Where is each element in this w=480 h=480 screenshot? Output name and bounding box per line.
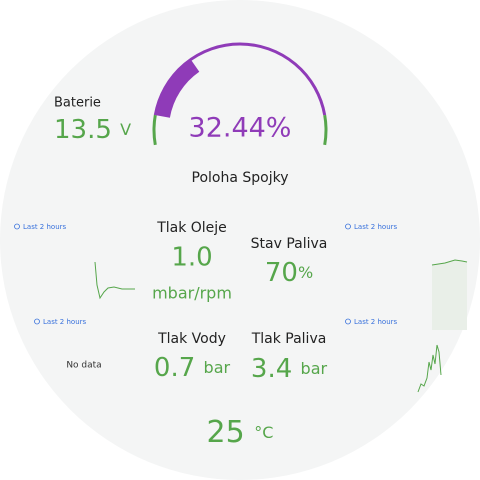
value: 3.4	[251, 354, 292, 384]
unit: %	[298, 263, 313, 282]
stat-value: 0.7 bar	[154, 353, 231, 383]
stat-value: 3.4 bar	[251, 354, 328, 384]
stat-value: 70%	[265, 258, 313, 288]
time-range: Last 2 hours	[43, 318, 87, 326]
value: 0.7	[154, 353, 195, 383]
stat-value: 13.5 V	[54, 115, 131, 145]
stat-unit: mbar/rpm	[152, 284, 232, 303]
stat-label: Baterie	[54, 96, 101, 111]
unit: °C	[254, 423, 273, 442]
sparkline-area	[432, 260, 467, 330]
stat-label: Tlak Vody	[157, 331, 226, 347]
stat-label: Stav Paliva	[251, 236, 328, 252]
sparkline	[417, 344, 442, 393]
unit: V	[120, 120, 131, 139]
stat-value: 25 °C	[207, 415, 274, 450]
clock-icon	[345, 223, 351, 230]
stat-label: Tlak Paliva	[251, 331, 327, 347]
clock-icon	[14, 223, 20, 230]
sparkline	[94, 261, 135, 300]
unit: bar	[301, 359, 328, 378]
sparkline-panel: Last 2 hours	[345, 223, 468, 330]
clock-icon	[34, 318, 40, 325]
sparkline-panel: Last 2 hours No data	[34, 318, 102, 371]
gauge-value: 32.44%	[189, 113, 292, 144]
stat-value: 1.0	[171, 243, 212, 273]
sparkline-panel: Last 2 hours	[345, 318, 442, 393]
sparkline-panel: Last 2 hours	[14, 223, 135, 300]
time-range: Last 2 hours	[23, 223, 67, 231]
time-range: Last 2 hours	[354, 318, 398, 326]
gauge-label: Poloha Spojky	[192, 170, 289, 186]
gauge-threshold	[323, 114, 328, 146]
gauge-fill	[156, 60, 200, 118]
value: 25	[207, 415, 245, 450]
time-range: Last 2 hours	[354, 223, 398, 231]
value: 70	[265, 258, 298, 288]
sparkline	[431, 259, 468, 266]
clock-icon	[345, 318, 351, 325]
no-data: No data	[66, 361, 101, 371]
gauge-threshold	[152, 114, 157, 146]
unit: bar	[204, 358, 231, 377]
gauge-track	[153, 42, 327, 116]
stat-label: Tlak Oleje	[156, 220, 227, 236]
value: 13.5	[54, 115, 112, 145]
